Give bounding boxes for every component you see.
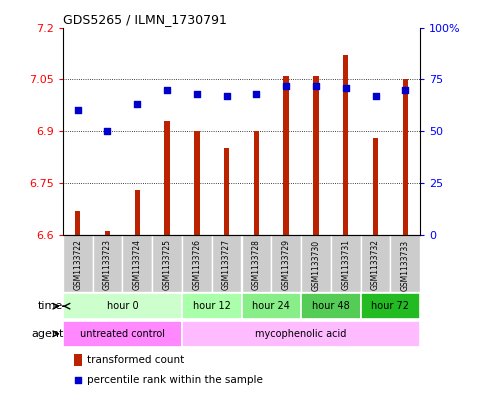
Bar: [271, 235, 301, 292]
Text: hour 24: hour 24: [252, 301, 290, 311]
Point: [372, 93, 380, 99]
Point: [193, 91, 201, 97]
Bar: [182, 235, 212, 292]
Bar: [361, 294, 420, 319]
Bar: [63, 294, 182, 319]
Bar: [242, 235, 271, 292]
Text: GSM1133730: GSM1133730: [312, 239, 320, 290]
Text: hour 48: hour 48: [312, 301, 350, 311]
Bar: [313, 76, 319, 235]
Bar: [403, 79, 408, 235]
Bar: [390, 235, 420, 292]
Text: transformed count: transformed count: [87, 355, 185, 365]
Point: [282, 83, 290, 89]
Text: GSM1133732: GSM1133732: [371, 239, 380, 290]
Point: [133, 101, 141, 107]
Bar: [73, 354, 83, 366]
Text: GSM1133733: GSM1133733: [401, 239, 410, 290]
Bar: [254, 131, 259, 235]
Text: GSM1133722: GSM1133722: [73, 239, 82, 290]
Bar: [373, 138, 378, 235]
Bar: [331, 235, 361, 292]
Bar: [284, 76, 289, 235]
Bar: [242, 294, 301, 319]
Text: GDS5265 / ILMN_1730791: GDS5265 / ILMN_1730791: [63, 13, 227, 26]
Text: agent: agent: [31, 329, 63, 339]
Point: [163, 86, 171, 93]
Bar: [301, 235, 331, 292]
Text: GSM1133726: GSM1133726: [192, 239, 201, 290]
Text: GSM1133729: GSM1133729: [282, 239, 291, 290]
Text: GSM1133728: GSM1133728: [252, 239, 261, 290]
Point: [74, 107, 82, 114]
Text: mycophenolic acid: mycophenolic acid: [256, 329, 347, 339]
Text: GSM1133727: GSM1133727: [222, 239, 231, 290]
Text: GSM1133723: GSM1133723: [103, 239, 112, 290]
Bar: [93, 235, 122, 292]
Text: time: time: [38, 301, 63, 311]
Point: [74, 377, 82, 383]
Bar: [63, 235, 93, 292]
Text: hour 12: hour 12: [193, 301, 231, 311]
Point: [253, 91, 260, 97]
Bar: [152, 235, 182, 292]
Text: hour 72: hour 72: [371, 301, 410, 311]
Bar: [122, 235, 152, 292]
Bar: [343, 55, 348, 235]
Bar: [164, 121, 170, 235]
Bar: [135, 190, 140, 235]
Point: [312, 83, 320, 89]
Point: [342, 84, 350, 91]
Point: [401, 86, 409, 93]
Bar: [182, 294, 242, 319]
Bar: [194, 131, 199, 235]
Bar: [75, 211, 80, 235]
Point: [104, 128, 112, 134]
Bar: [361, 235, 390, 292]
Bar: [182, 321, 420, 347]
Bar: [63, 321, 182, 347]
Text: GSM1133725: GSM1133725: [163, 239, 171, 290]
Text: GSM1133731: GSM1133731: [341, 239, 350, 290]
Text: hour 0: hour 0: [107, 301, 138, 311]
Bar: [224, 149, 229, 235]
Bar: [212, 235, 242, 292]
Bar: [301, 294, 361, 319]
Text: GSM1133724: GSM1133724: [133, 239, 142, 290]
Point: [223, 93, 230, 99]
Bar: [105, 231, 110, 235]
Text: untreated control: untreated control: [80, 329, 165, 339]
Text: percentile rank within the sample: percentile rank within the sample: [87, 375, 263, 385]
